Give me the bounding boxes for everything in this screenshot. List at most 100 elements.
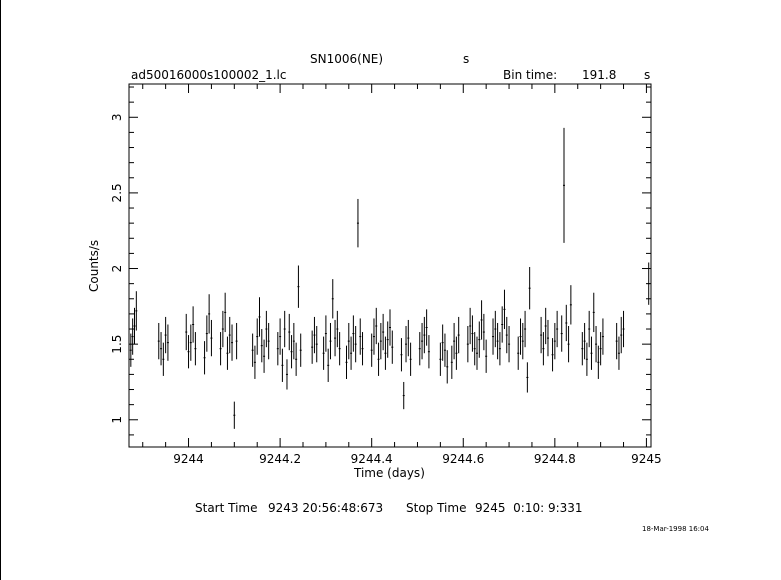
data-point [338,332,341,366]
data-point [135,291,138,331]
data-point [313,316,316,354]
data-point [327,348,330,382]
data-point [615,322,618,360]
data-point [354,326,357,363]
data-point [226,336,229,370]
data-point [350,336,353,370]
data-point [253,345,256,379]
data-point [260,329,263,363]
data-point [194,332,197,366]
data-point [556,310,559,348]
data-point [205,315,208,352]
data-point [285,359,288,390]
data-point [329,322,332,360]
data-point [382,313,385,351]
x-tick-label: 9244 [173,452,204,466]
data-point [379,322,382,360]
data-point [292,322,295,360]
data-point [494,310,497,348]
data-point [157,322,160,360]
x-axis-label: Time (days) [354,466,425,480]
chart-title-unit: s [463,52,470,66]
data-point [466,326,469,363]
data-point [560,315,563,352]
data-point [453,322,456,360]
data-point [370,333,373,367]
data-point [427,335,430,369]
data-point [315,326,318,363]
data-point [567,326,570,363]
data-point [288,313,291,351]
data-point [258,297,261,337]
data-point [457,316,460,354]
x-tick-label: 9244.4 [351,452,393,466]
data-point [336,310,339,348]
data-point [446,350,449,384]
data-point [276,332,279,366]
data-point [544,307,547,345]
data-point [443,333,446,367]
data-point [224,292,227,333]
data-point [210,319,213,357]
bin-time-value: 191.8 [582,68,617,82]
stop-time-value: 9245 0:10: 9:331 [475,501,583,515]
data-point [359,318,362,355]
start-time-label: Start Time [195,501,258,515]
data-point [425,309,428,346]
data-point [553,322,556,360]
data-point [542,332,545,366]
data-point [265,310,268,348]
data-point [279,318,282,355]
data-point [267,322,270,360]
start-time-value: 9243 20:56:48:673 [268,501,384,515]
data-point [160,332,163,366]
data-point [352,315,355,352]
data-point [528,267,531,310]
x-tick-label: 9244.2 [259,452,301,466]
data-point [526,362,529,393]
plot-frame [128,83,652,448]
data-point [407,319,410,357]
data-point [473,332,476,366]
data-point [203,341,206,375]
data-point [361,332,364,366]
data-point [331,279,334,319]
data-points [129,127,650,429]
data-point [423,316,426,354]
data-point [595,326,598,363]
data-point [485,339,488,373]
data-point [565,304,568,342]
data-point [583,322,586,360]
data-point [455,336,458,370]
file-label: ad50016000s100002_1.lc [131,68,287,82]
bin-time-label: Bin time: [503,68,558,82]
data-point [476,336,478,370]
data-point [356,198,359,248]
data-point [235,322,238,360]
data-point [601,318,604,355]
data-point [471,315,474,352]
x-axis-ticks: 9244 9244.2 9244.4 9244.6 9244.8 9245 [142,84,662,466]
bin-time-unit: s [644,68,651,82]
data-point [281,348,284,382]
data-point [219,332,222,366]
data-point [231,324,234,361]
data-point [185,313,188,351]
data-point [283,310,286,348]
data-point [322,336,325,370]
data-point [295,342,298,376]
data-point [492,318,495,355]
data-point [418,332,421,366]
data-point [590,336,593,370]
data-point [402,381,405,410]
data-point [187,335,190,369]
data-point [311,330,314,364]
data-point [569,285,572,325]
data-point [345,345,348,379]
y-axis-ticks: 1 1.5 2 2.5 3 [110,86,651,436]
data-point [521,322,524,360]
data-point [441,324,444,361]
data-point [588,310,591,348]
data-point [334,319,337,357]
